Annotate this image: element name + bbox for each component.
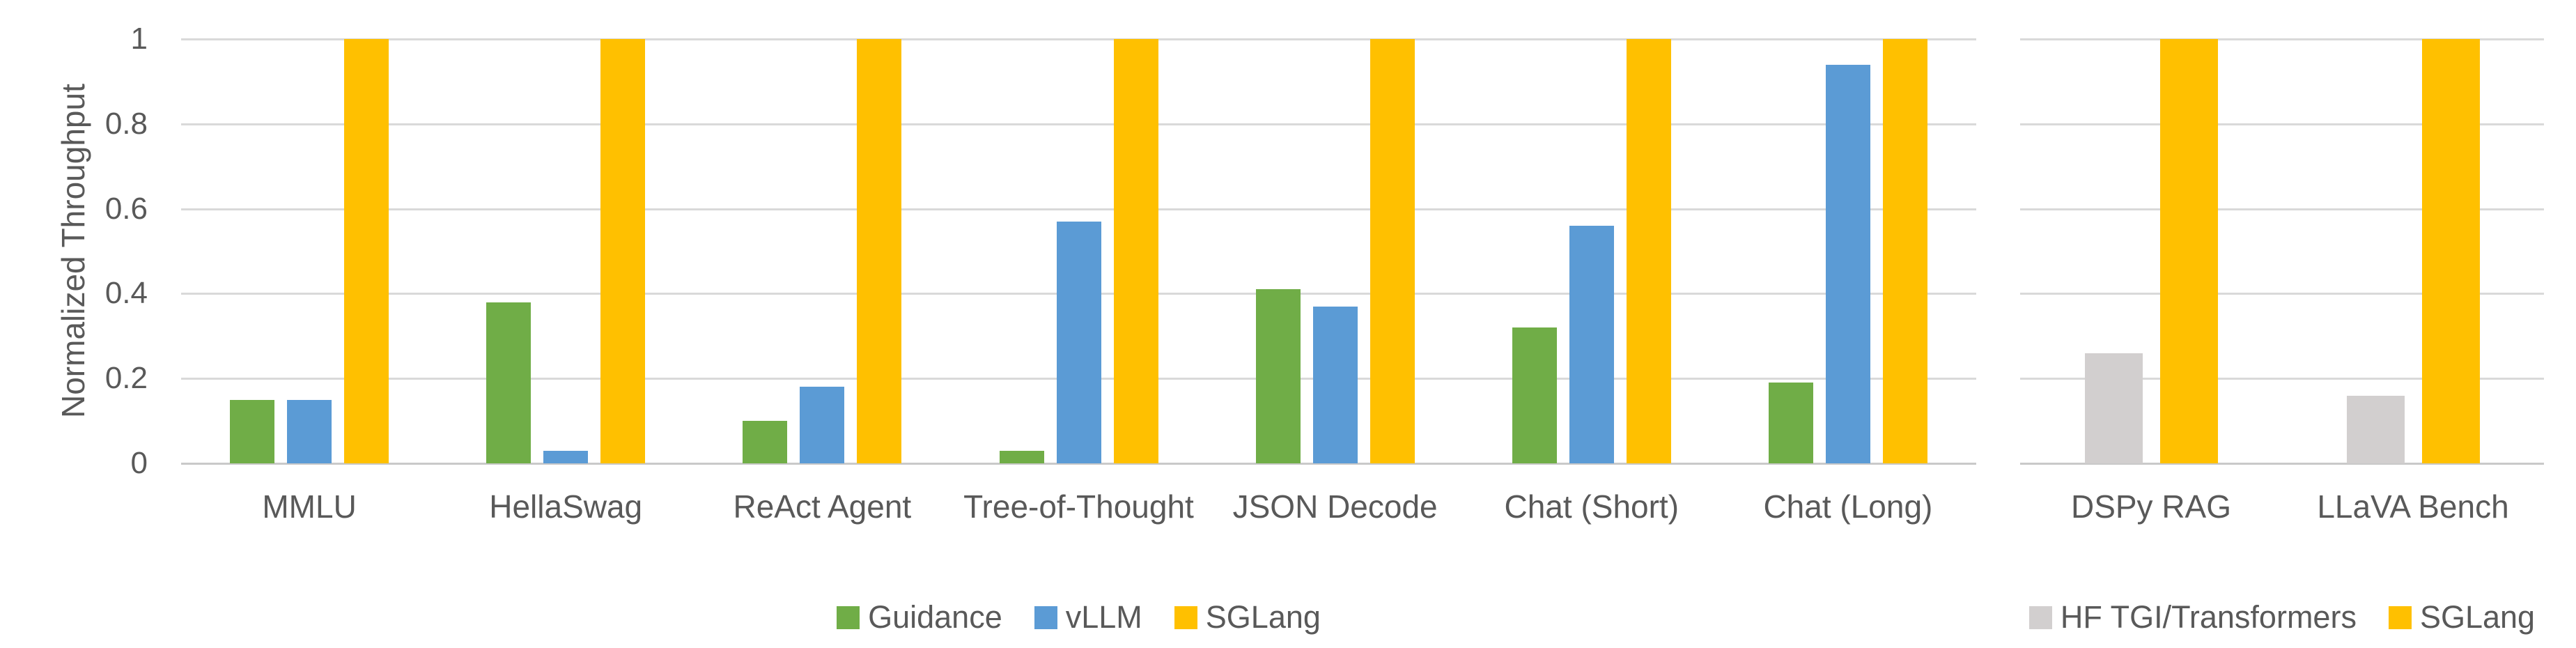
y-tick-label: 0 [130, 446, 148, 480]
gridline [2020, 293, 2544, 295]
category-label: Tree-of-Thought [963, 488, 1194, 525]
legend: HF TGI/Transformers SGLang [2020, 589, 2544, 645]
gridline [2020, 208, 2544, 210]
category-label: DSPy RAG [2070, 488, 2232, 525]
category-label: ReAct Agent [733, 488, 912, 525]
category-label: Chat (Short) [1504, 488, 1679, 525]
bar [1512, 327, 1557, 463]
y-tick-label: 1 [130, 22, 148, 56]
legend-label: HF TGI/Transformers [2060, 599, 2357, 635]
gridline [181, 208, 1976, 210]
y-tick-label: 0.8 [104, 106, 148, 141]
bar [543, 450, 589, 463]
legend-item: vLLM [1034, 599, 1142, 635]
x-axis-line [2020, 463, 2544, 465]
legend-item: Guidance [837, 599, 1002, 635]
bar [1768, 383, 1813, 463]
gridline [181, 123, 1976, 125]
bar [600, 39, 646, 463]
plot-area-secondary [2020, 38, 2544, 465]
y-tick-label: 0.6 [104, 191, 148, 226]
legend-label: vLLM [1065, 599, 1142, 635]
bar [1825, 64, 1870, 463]
bar [2159, 39, 2218, 463]
legend-item: HF TGI/Transformers [2028, 599, 2357, 635]
bar [1056, 221, 1101, 463]
legend-item: SGLang [2388, 599, 2536, 635]
bar [1113, 39, 1158, 463]
category-label: JSON Decode [1232, 488, 1438, 525]
legend-swatch-icon [2388, 605, 2412, 629]
x-axis-line [181, 463, 1976, 465]
bar [800, 387, 845, 463]
bar [1882, 39, 1927, 463]
bar [486, 302, 532, 463]
bar [1255, 289, 1301, 463]
plot-area-main [181, 38, 1976, 465]
legend-label: SGLang [1205, 599, 1321, 635]
bar [230, 399, 275, 463]
bar [1569, 225, 1614, 463]
legend-swatch-icon [1034, 605, 1057, 629]
legend-swatch-icon [1174, 605, 1197, 629]
legend-label: Guidance [868, 599, 1002, 635]
bar [743, 421, 788, 463]
y-tick-label: 0.4 [104, 276, 148, 311]
y-axis-title: Normalized Throughput [55, 84, 91, 419]
legend: Guidance vLLM SGLang [181, 589, 1976, 645]
y-tick-label: 0.2 [104, 361, 148, 396]
category-label: LLaVA Bench [2317, 488, 2509, 525]
category-label: Chat (Long) [1763, 488, 1933, 525]
bar [1312, 306, 1358, 463]
bar [1626, 39, 1671, 463]
gridline [2020, 378, 2544, 380]
gridline [2020, 123, 2544, 125]
gridline [181, 38, 1976, 40]
bar [2421, 39, 2480, 463]
legend-swatch-icon [837, 605, 860, 629]
bar [1370, 39, 1415, 463]
legend-item: SGLang [1174, 599, 1321, 635]
gridline [2020, 38, 2544, 40]
category-label: HellaSwag [489, 488, 643, 525]
bar [857, 39, 902, 463]
bar [2084, 353, 2143, 463]
bar [2346, 395, 2405, 463]
bar [344, 39, 389, 463]
bar [999, 450, 1044, 463]
legend-swatch-icon [2028, 605, 2052, 629]
legend-label: SGLang [2419, 599, 2536, 635]
category-label: MMLU [262, 488, 357, 525]
bar [287, 399, 332, 463]
